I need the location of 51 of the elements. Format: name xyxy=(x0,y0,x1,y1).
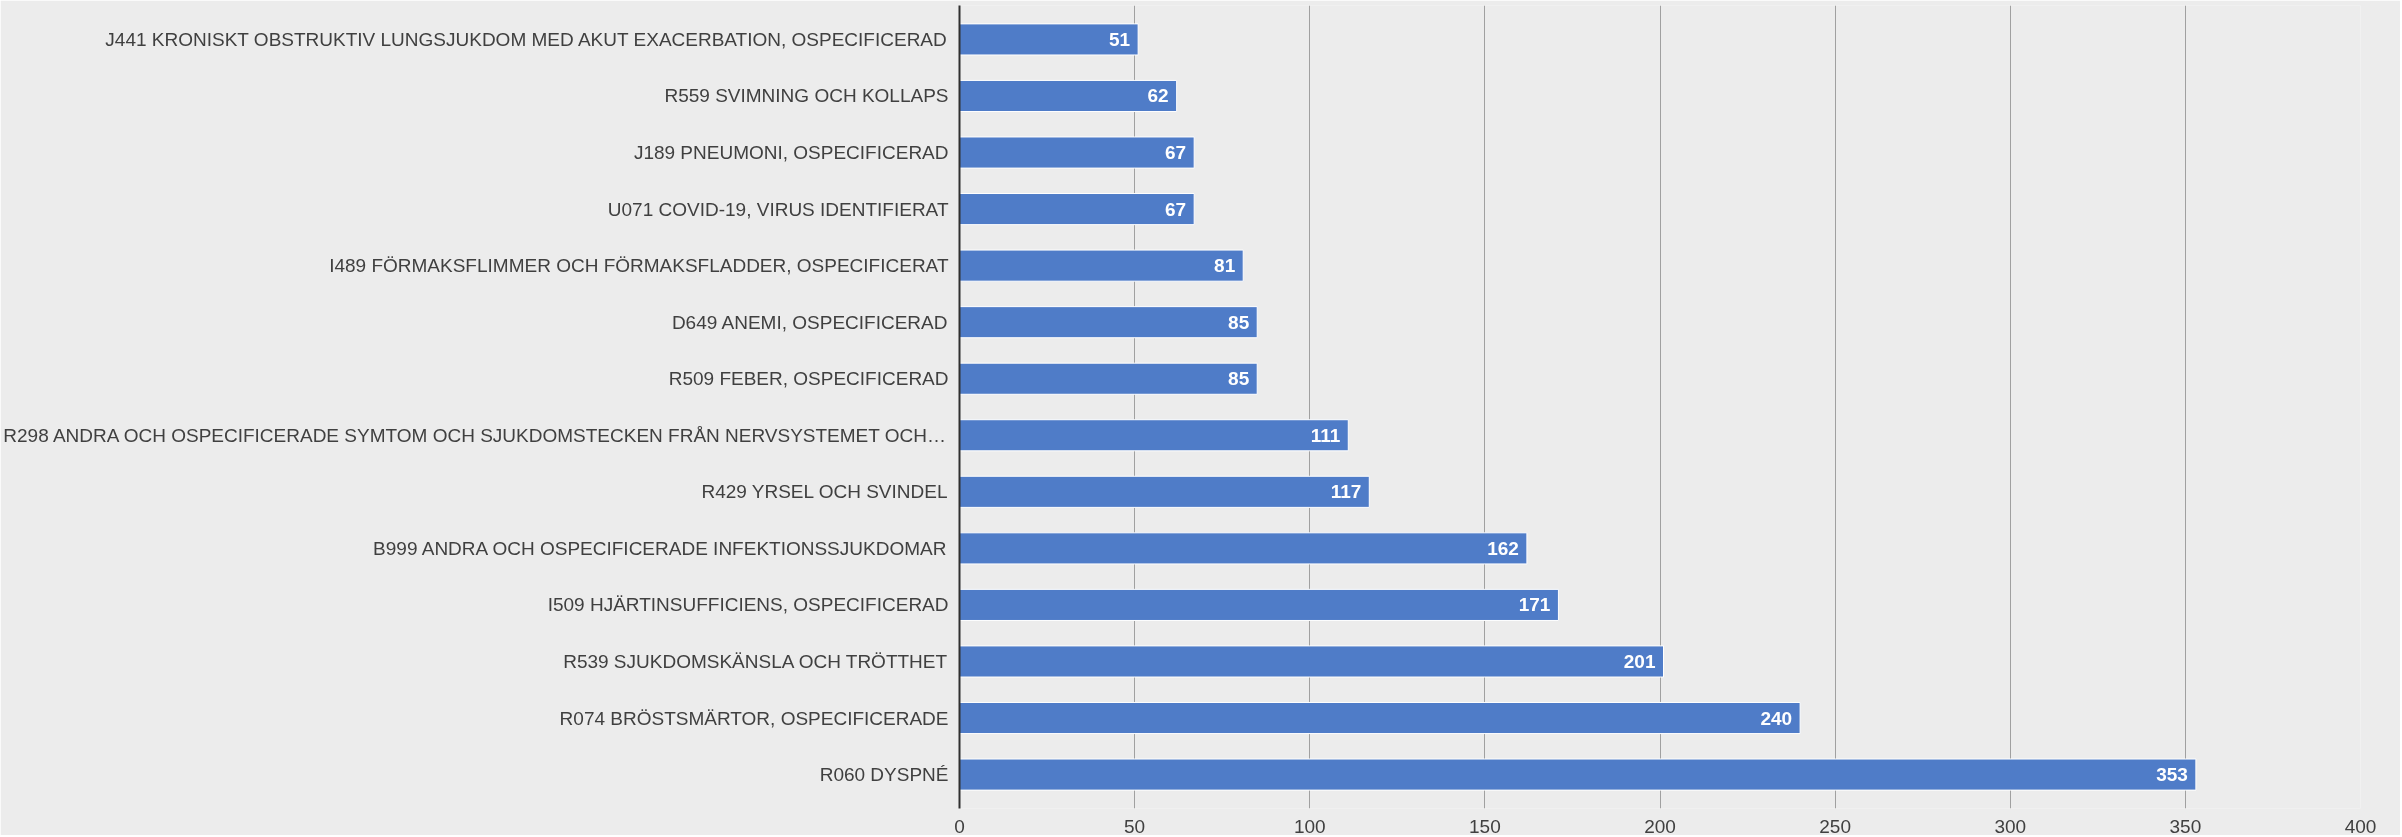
y-tick-label: R429 YRSEL OCH SVINDEL xyxy=(701,481,948,503)
y-tick-label: I489 FÖRMAKSFLIMMER OCH FÖRMAKSFLADDER, OSPECIFICERAT xyxy=(329,255,949,277)
data-label: 201 xyxy=(1623,650,1656,672)
y-tick-label: I509 HJÄRTINSUFFICIENS, OSPECIFICERAD xyxy=(547,594,949,616)
x-tick-label: 50 xyxy=(1124,815,1146,837)
data-label: 162 xyxy=(1487,537,1519,559)
x-tick-label: 350 xyxy=(2169,815,2202,837)
bar xyxy=(959,362,1258,395)
x-tick-label: 0 xyxy=(954,815,965,837)
data-label: 67 xyxy=(1165,142,1187,164)
y-tick-label: D649 ANEMI, OSPECIFICERAD xyxy=(671,311,948,333)
data-label: 240 xyxy=(1760,707,1793,729)
x-tick-label: 200 xyxy=(1644,815,1676,837)
bar xyxy=(959,532,1528,565)
data-label: 85 xyxy=(1228,311,1250,333)
y-tick-label: R074 BRÖSTSMÄRTOR, OSPECIFICERADE xyxy=(559,707,949,729)
bar xyxy=(959,136,1195,169)
bar xyxy=(959,23,1139,56)
y-tick-label: R559 SVIMNING OCH KOLLAPS xyxy=(664,85,949,107)
bar xyxy=(959,645,1664,678)
y-tick-label: R509 FEBER, OSPECIFICERAD xyxy=(668,368,949,390)
y-tick-label: R539 SJUKDOMSKÄNSLA OCH TRÖTTHET xyxy=(563,650,948,672)
data-label: 81 xyxy=(1214,255,1236,277)
x-tick-label: 400 xyxy=(2344,815,2377,837)
y-tick-label: R298 ANDRA OCH OSPECIFICERADE SYMTOM OCH SJUKDOMSTECKEN FRÅN NERVSYSTEMET OCH… xyxy=(3,424,947,446)
y-tick-label: U071 COVID-19, VIRUS IDENTIFIERAT xyxy=(607,198,949,220)
y-tick-label: R060 DYSPNÉ xyxy=(819,764,949,786)
data-label: 171 xyxy=(1518,594,1551,616)
bar xyxy=(959,249,1244,282)
bar xyxy=(959,193,1195,226)
data-label: 111 xyxy=(1310,424,1341,446)
y-tick-label: B999 ANDRA OCH OSPECIFICERADE INFEKTIONSSJUKDOMAR xyxy=(373,537,947,559)
bar xyxy=(959,419,1349,452)
x-tick-label: 100 xyxy=(1293,815,1326,837)
y-tick-label: J189 PNEUMONI, OSPECIFICERAD xyxy=(633,142,949,164)
bar xyxy=(959,79,1178,113)
y-tick-label: J441 KRONISKT OBSTRUKTIV LUNGSJUKDOM MED AKUT EXACERBATION, OSPECIFICERAD xyxy=(105,28,947,50)
x-tick-label: 250 xyxy=(1819,815,1851,837)
data-label: 51 xyxy=(1108,28,1131,50)
bar xyxy=(959,306,1258,339)
data-label: 85 xyxy=(1228,368,1250,390)
x-tick-label: 300 xyxy=(1994,815,2027,837)
data-label: 117 xyxy=(1330,481,1362,503)
bar xyxy=(959,475,1370,508)
data-label: 67 xyxy=(1165,198,1187,220)
data-label: 62 xyxy=(1147,85,1169,107)
bar xyxy=(959,588,1559,621)
bar xyxy=(959,701,1801,735)
bar xyxy=(959,758,2197,791)
x-tick-label: 150 xyxy=(1469,815,1501,837)
data-label: 353 xyxy=(2156,764,2188,786)
